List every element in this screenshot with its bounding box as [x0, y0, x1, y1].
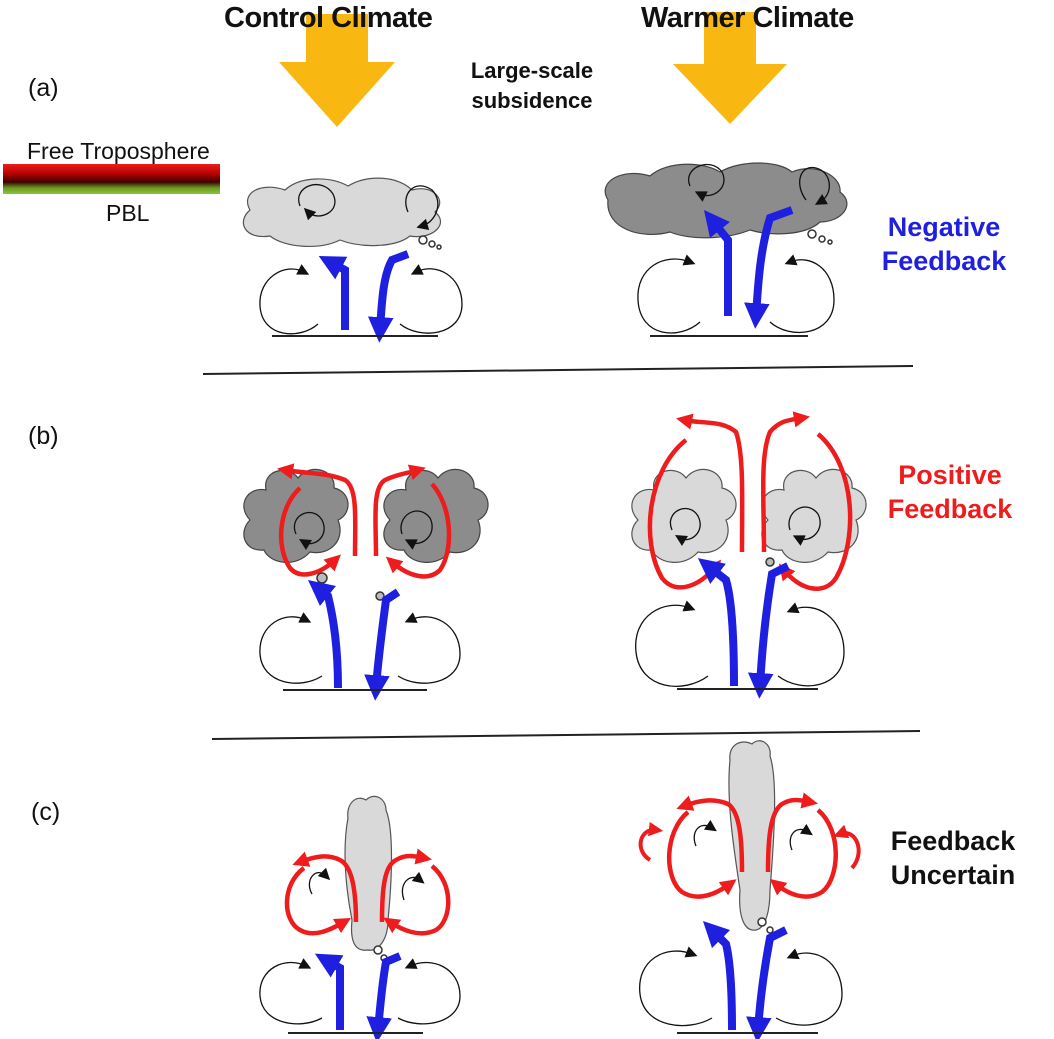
updraft-arrow: [702, 920, 736, 1031]
detrainment-arrow: [379, 848, 432, 923]
cloud-bubble: [827, 239, 833, 245]
legend-pbl: PBL: [106, 200, 150, 226]
downdraft-arrow: [744, 206, 794, 329]
feedback-b-line-2: Feedback: [887, 494, 1013, 524]
eddy-arrow: [405, 185, 439, 231]
updraft-arrow: [704, 210, 732, 316]
updraft-arrow: [308, 580, 342, 689]
eddy-arrow: [789, 823, 813, 851]
subsidence-arrow-warmer: [673, 12, 787, 124]
updraft-arrow: [318, 255, 349, 330]
subsidence-line-2: subsidence: [471, 88, 593, 113]
panel-label-a: (a): [28, 74, 59, 102]
detrainment-arrow: [647, 438, 722, 590]
subsidence-line-1: Large-scale: [470, 58, 594, 83]
eddy-arrow: [259, 612, 323, 684]
cloud-bubble: [316, 572, 328, 584]
detrainment-arrow: [638, 821, 664, 862]
cloud-bubble: [373, 945, 383, 955]
detrainment-arrow: [778, 432, 853, 591]
feedback-c-line-1: Feedback: [890, 826, 1016, 856]
eddy-arrow: [687, 163, 725, 202]
cloud-dark: [383, 468, 489, 563]
cloud-light: [631, 468, 737, 563]
feedback-a-line-2: Feedback: [881, 246, 1007, 276]
eddy-arrow: [401, 871, 425, 901]
eddy-arrow: [259, 264, 319, 335]
header-control-climate: Control Climate: [224, 2, 433, 34]
legend-free-troposphere: Free Troposphere: [27, 138, 210, 164]
cloud-bubble: [807, 229, 817, 239]
detrainment-arrow: [676, 413, 745, 553]
detrainment-arrow: [383, 864, 451, 936]
cloud-dark: [604, 162, 848, 239]
eddy-arrow: [298, 184, 336, 221]
eddy-arrow: [399, 264, 463, 334]
eddy-arrow: [639, 946, 713, 1027]
legend-gradient-bar: [3, 164, 220, 194]
cloud-bubble: [436, 244, 442, 250]
panel-label-c: (c): [31, 798, 61, 826]
downdraft-arrow: [367, 250, 410, 343]
downdraft-arrow: [364, 588, 401, 701]
subsidence-label: Large-scale subsidence: [458, 56, 606, 116]
detrainment-arrow: [676, 795, 745, 873]
eddy-arrow: [635, 600, 709, 687]
eddy-arrow: [769, 254, 835, 334]
detrainment-arrow: [277, 463, 358, 557]
eddy-arrow: [777, 602, 845, 687]
cloud-bubble: [757, 917, 767, 927]
detrainment-arrow: [292, 851, 359, 923]
updraft-arrow: [314, 953, 344, 1030]
downdraft-arrow: [366, 952, 402, 1039]
detrainment-arrow: [760, 411, 810, 553]
cloud-bubble: [418, 235, 428, 245]
eddy-arrow: [308, 867, 331, 895]
cloud-bubble: [428, 240, 436, 248]
eddy-arrow: [799, 166, 830, 205]
downdraft-arrow: [746, 926, 788, 1039]
detrainment-arrow: [284, 866, 352, 936]
eddy-arrow: [259, 958, 323, 1025]
cloud-dark: [243, 468, 349, 563]
detrainment-arrow: [833, 824, 861, 870]
subsidence-arrow-control: [279, 14, 395, 127]
detrainment-arrow: [769, 808, 838, 899]
detrainment-arrow: [385, 482, 452, 579]
feedback-b-line-1: Positive: [898, 460, 1002, 490]
eddy-arrow: [669, 507, 701, 547]
eddy-arrow: [397, 612, 461, 684]
eddy-arrow: [400, 510, 433, 550]
eddy-arrow: [775, 948, 843, 1026]
eddy-arrow: [293, 511, 325, 551]
detrainment-arrow: [278, 486, 341, 577]
separator-line: [202, 365, 914, 375]
updraft-arrow: [697, 558, 738, 687]
eddy-arrow: [693, 819, 717, 847]
cloud-bubble: [766, 926, 774, 934]
feedback-label-b: Positive Feedback: [870, 458, 1030, 526]
feedback-label-c: Feedback Uncertain: [878, 824, 1028, 892]
cloud-light: [761, 468, 867, 563]
eddy-arrow: [637, 254, 701, 334]
feedback-label-a: Negative Feedback: [870, 210, 1018, 278]
cloud-bubble: [818, 235, 826, 243]
detrainment-arrow: [373, 464, 426, 557]
feedback-c-line-2: Uncertain: [890, 860, 1016, 890]
eddy-arrow: [788, 506, 821, 546]
cloud-light: [242, 177, 442, 247]
header-warmer-climate: Warmer Climate: [641, 2, 854, 34]
cloud-bubble: [375, 591, 385, 601]
panel-label-b: (b): [28, 422, 59, 450]
separator-line: [211, 730, 921, 740]
detrainment-arrow: [765, 792, 818, 873]
detrainment-arrow: [666, 810, 737, 899]
feedback-a-line-1: Negative: [887, 212, 1001, 242]
cloud-bubble: [765, 557, 775, 567]
downdraft-arrow: [747, 562, 790, 699]
eddy-arrow: [397, 958, 461, 1025]
